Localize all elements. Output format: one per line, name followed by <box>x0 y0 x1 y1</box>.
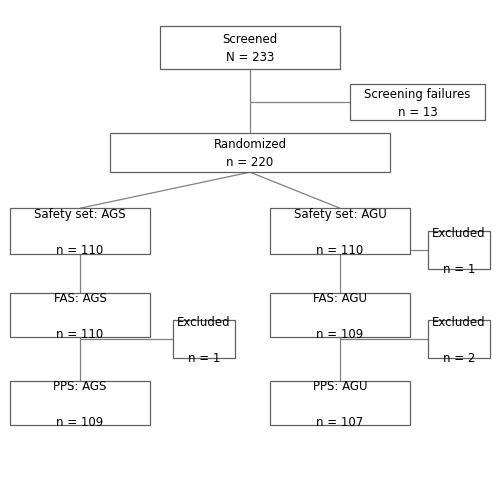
FancyBboxPatch shape <box>10 209 150 254</box>
Text: Safety set: AGU

n = 110: Safety set: AGU n = 110 <box>294 207 386 256</box>
FancyBboxPatch shape <box>428 231 490 270</box>
Text: Randomized
n = 220: Randomized n = 220 <box>214 138 286 168</box>
FancyBboxPatch shape <box>270 382 410 425</box>
Text: Screening failures
n = 13: Screening failures n = 13 <box>364 87 470 119</box>
Text: Excluded

n = 1: Excluded n = 1 <box>177 315 231 364</box>
Text: Excluded

n = 1: Excluded n = 1 <box>432 226 486 275</box>
FancyBboxPatch shape <box>270 294 410 337</box>
Text: Safety set: AGS

n = 110: Safety set: AGS n = 110 <box>34 207 126 256</box>
Text: PPS: AGS

n = 109: PPS: AGS n = 109 <box>54 379 106 428</box>
FancyBboxPatch shape <box>10 382 150 425</box>
Text: FAS: AGS

n = 110: FAS: AGS n = 110 <box>54 291 106 340</box>
FancyBboxPatch shape <box>10 294 150 337</box>
Text: PPS: AGU

n = 107: PPS: AGU n = 107 <box>313 379 367 428</box>
FancyBboxPatch shape <box>160 27 340 70</box>
FancyBboxPatch shape <box>270 209 410 254</box>
Text: Screened
N = 233: Screened N = 233 <box>222 33 278 64</box>
FancyBboxPatch shape <box>110 133 390 173</box>
Text: FAS: AGU

n = 109: FAS: AGU n = 109 <box>313 291 367 340</box>
FancyBboxPatch shape <box>428 320 490 359</box>
FancyBboxPatch shape <box>350 85 485 121</box>
Text: Excluded

n = 2: Excluded n = 2 <box>432 315 486 364</box>
FancyBboxPatch shape <box>172 320 235 359</box>
